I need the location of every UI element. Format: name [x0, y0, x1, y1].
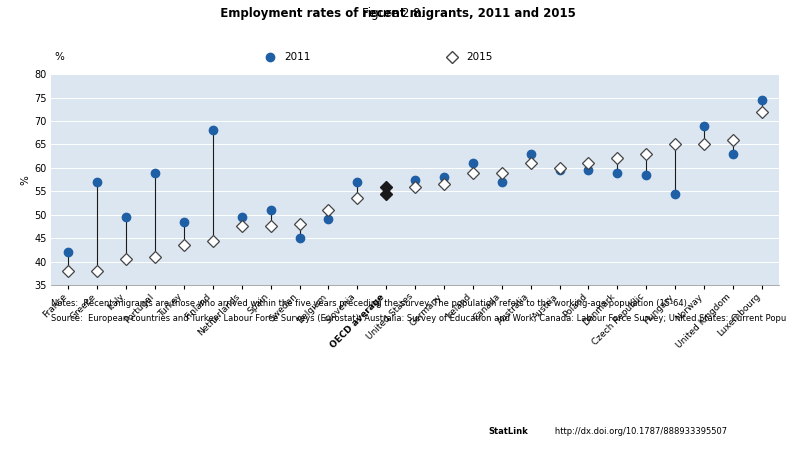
Text: 2015: 2015	[466, 52, 493, 62]
Text: 2011: 2011	[284, 52, 311, 62]
Text: Source:  European countries and Turkey: Labour Force Surveys (Eurostat); Austral: Source: European countries and Turkey: L…	[51, 314, 787, 323]
Text: http://dx.doi.org/10.1787/888933395507: http://dx.doi.org/10.1787/888933395507	[547, 427, 727, 436]
Text: StatLink: StatLink	[488, 427, 528, 436]
Y-axis label: %: %	[20, 175, 31, 185]
Text: Employment rates of recent migrants, 2011 and 2015: Employment rates of recent migrants, 201…	[212, 7, 575, 20]
Text: Figure 2.8.: Figure 2.8.	[362, 7, 425, 20]
Text: %: %	[55, 52, 65, 62]
Text: Notes:  Recent migrants are those who arrived within the five years preceding th: Notes: Recent migrants are those who arr…	[51, 299, 689, 308]
